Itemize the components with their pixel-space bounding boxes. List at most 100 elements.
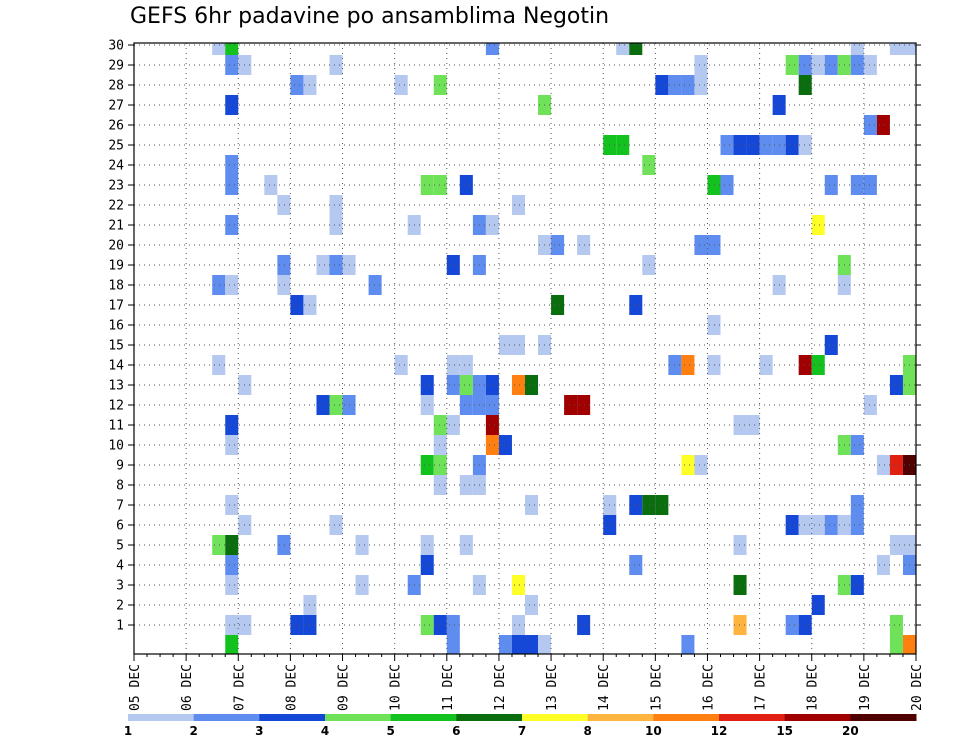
heatmap-cell	[433, 75, 447, 95]
colorbar-label: 20	[842, 724, 859, 738]
heatmap-cell	[629, 495, 643, 515]
x-tick-label: 05 DEC	[128, 664, 143, 711]
heatmap-cell	[876, 555, 890, 575]
x-tick-label: 10 DEC	[389, 664, 404, 711]
y-tick-label: 26	[108, 119, 124, 134]
heatmap-cells	[212, 43, 916, 654]
y-tick-label: 2	[116, 599, 124, 614]
heatmap-cell	[277, 195, 291, 215]
heatmap-cell	[759, 135, 773, 155]
x-tick-label: 08 DEC	[284, 664, 299, 711]
heatmap-cell	[733, 575, 747, 595]
heatmap-cell	[498, 335, 512, 355]
heatmap-cell	[616, 135, 630, 155]
heatmap-cell	[420, 395, 434, 415]
heatmap-cell	[798, 515, 812, 535]
x-tick-label: 20 DEC	[910, 664, 925, 711]
heatmap-cell	[551, 235, 565, 255]
y-tick-label: 27	[108, 99, 124, 114]
heatmap-cell	[420, 375, 434, 395]
colorbar-swatch	[587, 714, 654, 721]
heatmap-cell	[720, 135, 734, 155]
y-tick-label: 19	[108, 259, 124, 274]
heatmap-cell	[277, 275, 291, 295]
heatmap-cell	[629, 555, 643, 575]
heatmap-cell	[394, 75, 408, 95]
heatmap-cell	[733, 615, 747, 635]
heatmap-cell	[798, 135, 812, 155]
heatmap-cell	[863, 55, 877, 75]
heatmap-cell	[420, 175, 434, 195]
heatmap-cell	[316, 395, 330, 415]
colorbar-swatch	[259, 714, 326, 721]
heatmap-cell	[525, 595, 539, 615]
heatmap-cell	[733, 135, 747, 155]
y-tick-label: 1	[116, 619, 124, 634]
x-tick-label: 11 DEC	[441, 664, 456, 711]
heatmap-cell	[225, 55, 239, 75]
colorbar-swatch	[522, 714, 589, 721]
heatmap-cell	[850, 435, 864, 455]
heatmap-cell	[850, 575, 864, 595]
heatmap-cell	[498, 635, 512, 654]
colorbar-swatch	[850, 714, 917, 721]
heatmap-cell	[433, 435, 447, 455]
heatmap-cell	[681, 455, 695, 475]
x-tick-label: 16 DEC	[701, 664, 716, 711]
heatmap-cell	[329, 195, 343, 215]
heatmap-cell	[511, 375, 525, 395]
heatmap-cell	[329, 55, 343, 75]
y-tick-label: 17	[108, 299, 124, 314]
y-tick-label: 29	[108, 59, 124, 74]
heatmap-cell	[551, 295, 565, 315]
x-tick-label: 12 DEC	[493, 664, 508, 711]
heatmap-cell	[511, 635, 525, 654]
y-tick-label: 21	[108, 219, 124, 234]
colorbar-swatch	[784, 714, 851, 721]
heatmap-cell	[889, 43, 903, 55]
heatmap-cell	[446, 635, 460, 654]
x-tick-label: 09 DEC	[337, 664, 352, 711]
heatmap-cell	[277, 255, 291, 275]
colorbar-swatch	[325, 714, 392, 721]
y-axis: 1234567891011121314151617181920212223242…	[108, 39, 921, 634]
heatmap-cell	[889, 635, 903, 654]
colorbar-label: 7	[518, 724, 526, 738]
heatmap-cell	[212, 535, 226, 555]
heatmap-cell	[459, 535, 473, 555]
heatmap-cell	[850, 55, 864, 75]
heatmap-cell	[511, 335, 525, 355]
heatmap-cell	[264, 175, 278, 195]
heatmap-cell	[785, 515, 799, 535]
heatmap-cell	[290, 615, 304, 635]
heatmap-cell	[368, 275, 382, 295]
colorbar-label: 12	[711, 724, 728, 738]
heatmap-cell	[811, 355, 825, 375]
heatmap-cell	[824, 335, 838, 355]
y-tick-label: 11	[108, 419, 124, 434]
heatmap-cell	[277, 535, 291, 555]
heatmap-cell	[525, 375, 539, 395]
x-tick-label: 07 DEC	[232, 664, 247, 711]
heatmap-cell	[824, 515, 838, 535]
heatmap-cell	[433, 455, 447, 475]
heatmap-cell	[889, 535, 903, 555]
heatmap-cell	[420, 555, 434, 575]
colorbar-swatch	[653, 714, 720, 721]
heatmap-cell	[433, 475, 447, 495]
heatmap-cell	[525, 635, 539, 654]
y-tick-label: 23	[108, 179, 124, 194]
x-tick-label: 14 DEC	[597, 664, 612, 711]
heatmap-cell	[225, 435, 239, 455]
y-tick-label: 20	[108, 239, 124, 254]
heatmap-cell	[577, 395, 591, 415]
heatmap-cell	[225, 615, 239, 635]
y-tick-label: 6	[116, 519, 124, 534]
heatmap-cell	[212, 355, 226, 375]
heatmap-cell	[329, 255, 343, 275]
heatmap-cell	[420, 455, 434, 475]
heatmap-cell	[446, 375, 460, 395]
y-tick-label: 18	[108, 279, 124, 294]
heatmap-cell	[511, 575, 525, 595]
heatmap-cell	[707, 175, 721, 195]
